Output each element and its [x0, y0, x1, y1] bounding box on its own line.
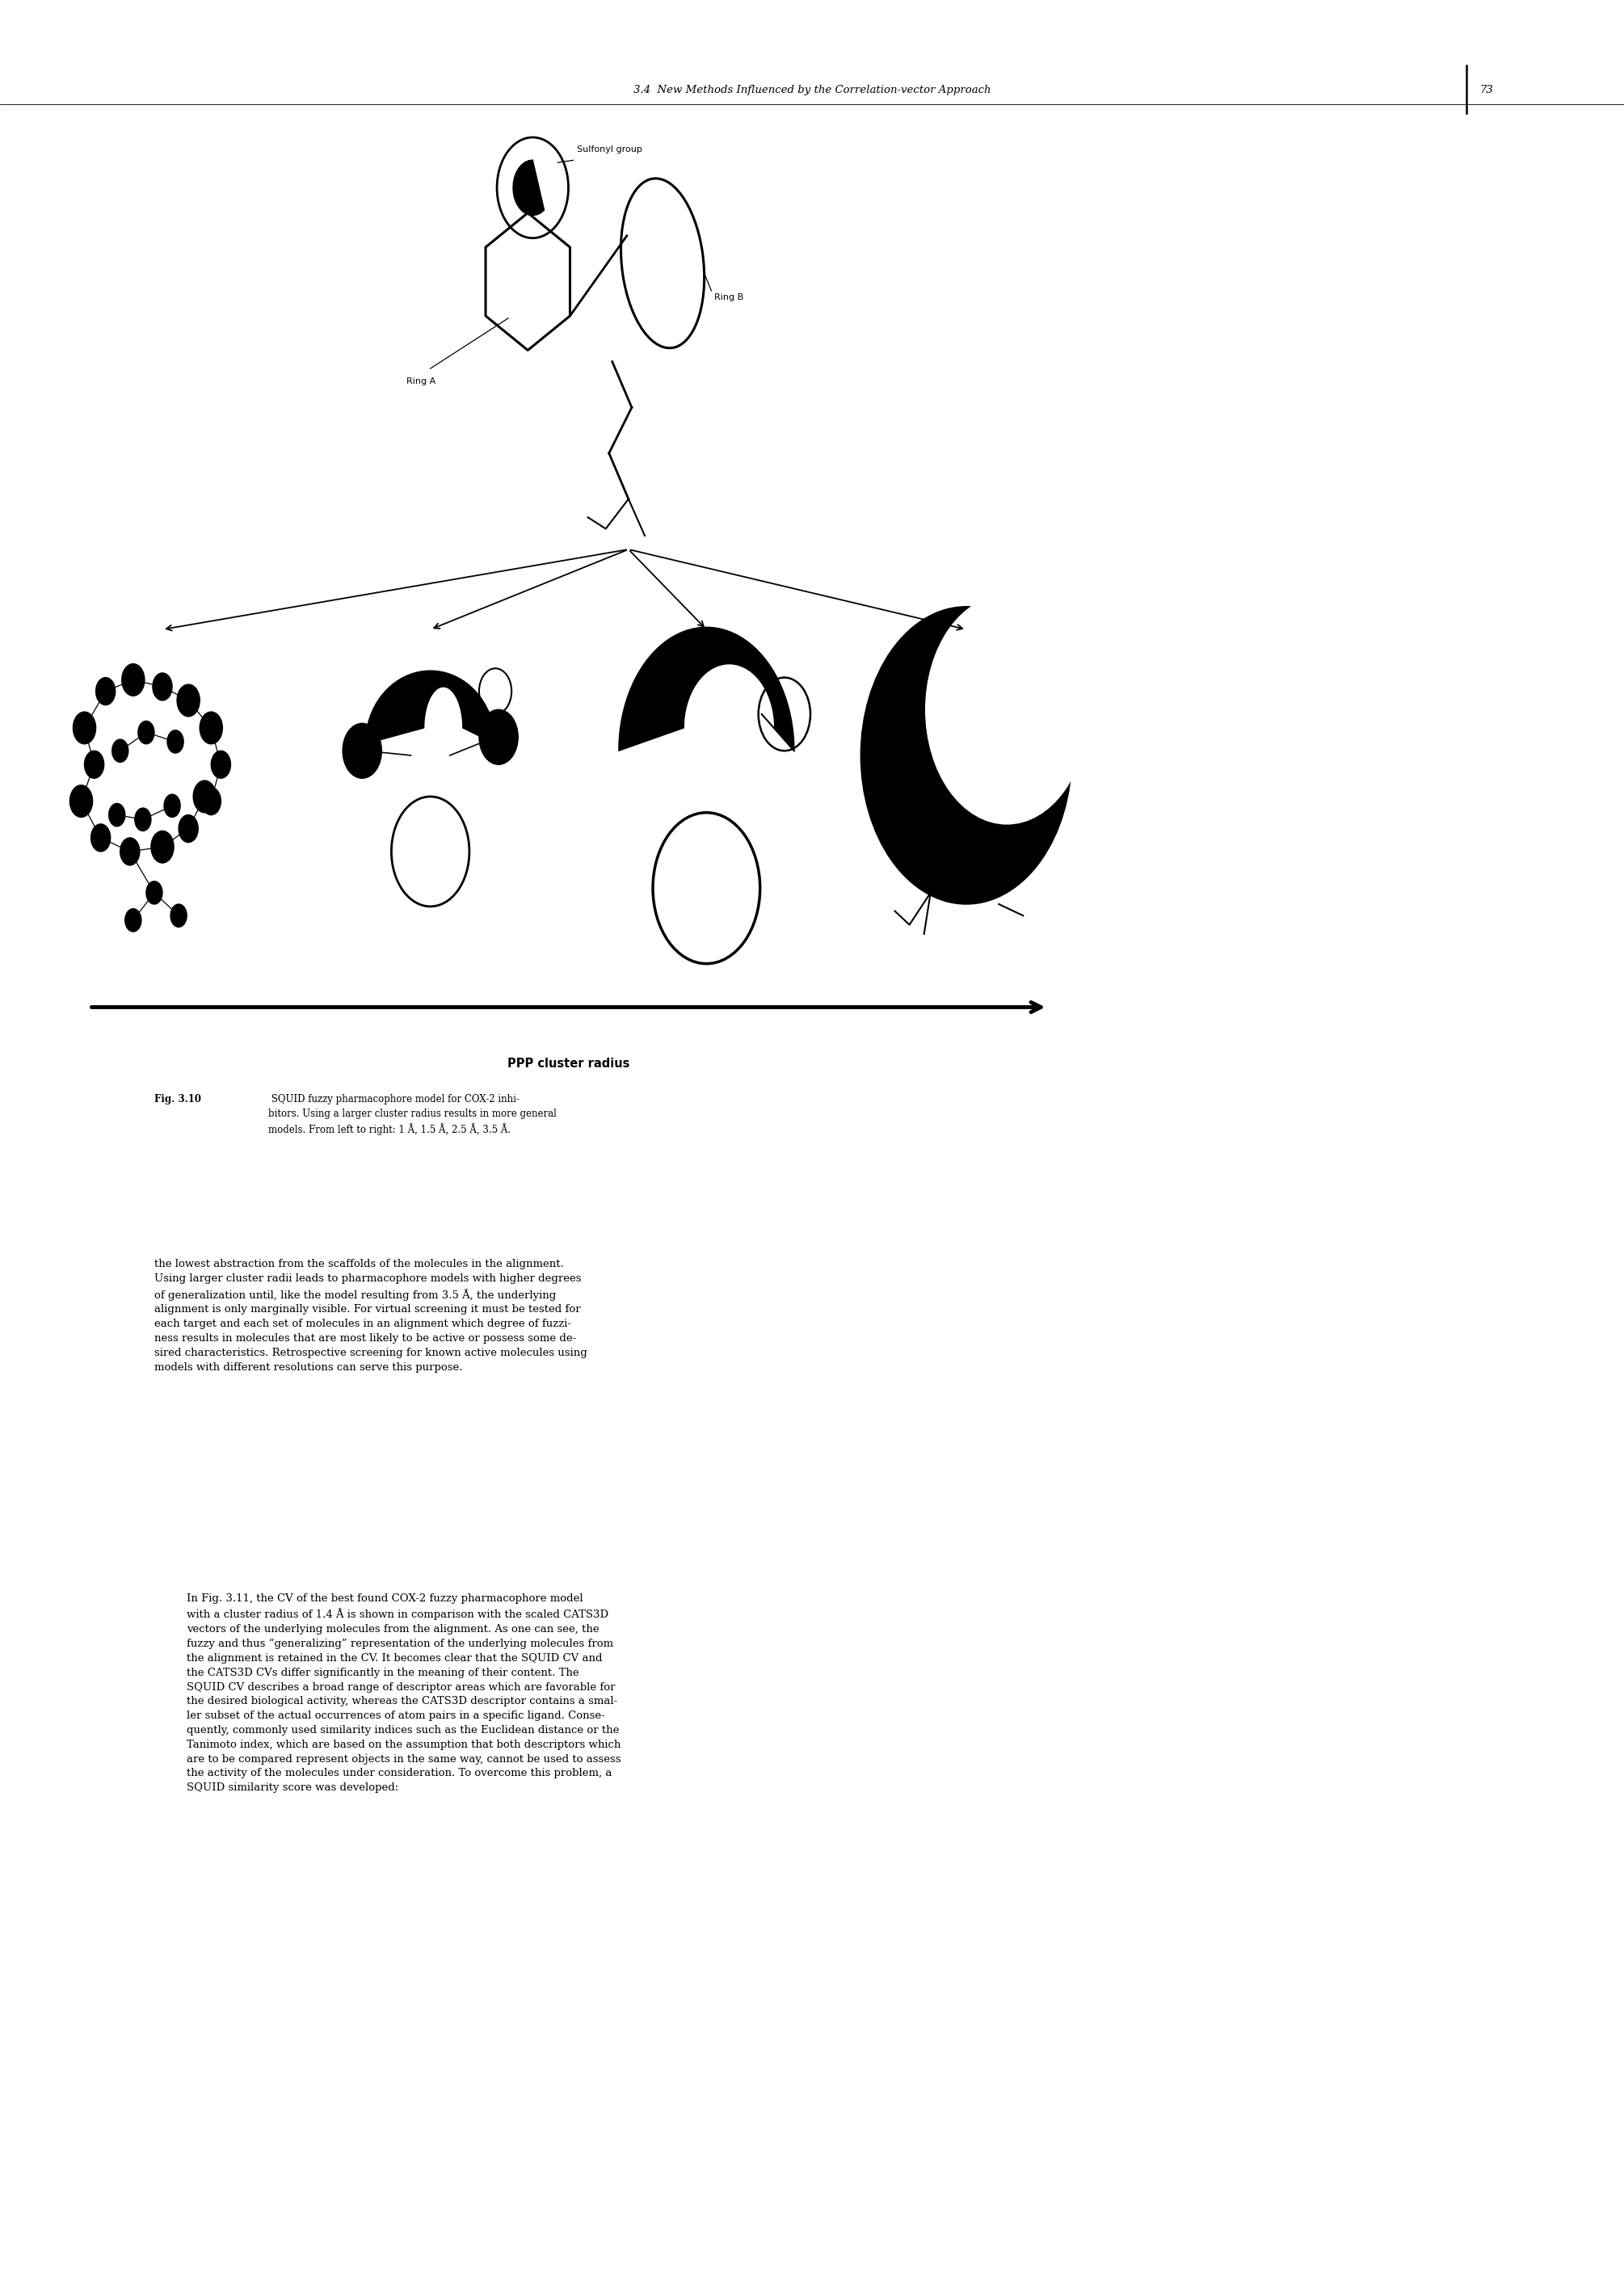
Circle shape	[171, 904, 187, 927]
Text: SQUID fuzzy pharmacophore model for COX-2 inhi-
bitors. Using a larger cluster r: SQUID fuzzy pharmacophore model for COX-…	[268, 1094, 557, 1135]
Text: 3.4  New Methods Influenced by the Correlation-vector Approach: 3.4 New Methods Influenced by the Correl…	[633, 85, 991, 94]
Text: the lowest abstraction from the scaffolds of the molecules in the alignment.
Usi: the lowest abstraction from the scaffold…	[154, 1259, 588, 1373]
Circle shape	[167, 730, 184, 753]
Circle shape	[153, 673, 172, 700]
Circle shape	[125, 909, 141, 932]
Circle shape	[479, 710, 518, 765]
Circle shape	[201, 787, 221, 815]
Circle shape	[70, 785, 93, 817]
Polygon shape	[619, 627, 794, 751]
Circle shape	[926, 595, 1088, 824]
Circle shape	[200, 712, 222, 744]
Circle shape	[211, 751, 231, 778]
Circle shape	[122, 664, 145, 696]
Circle shape	[109, 803, 125, 826]
Text: Ring A: Ring A	[406, 378, 435, 387]
Circle shape	[112, 739, 128, 762]
Text: Ring B: Ring B	[715, 293, 744, 302]
Circle shape	[84, 751, 104, 778]
Text: Fig. 3.10: Fig. 3.10	[154, 1094, 201, 1106]
Text: 73: 73	[1479, 85, 1492, 94]
Circle shape	[151, 831, 174, 863]
Circle shape	[135, 808, 151, 831]
Circle shape	[343, 723, 382, 778]
Circle shape	[73, 712, 96, 744]
Circle shape	[120, 838, 140, 865]
Circle shape	[177, 684, 200, 716]
Text: PPP cluster radius: PPP cluster radius	[507, 1058, 630, 1069]
Circle shape	[91, 824, 110, 852]
Circle shape	[861, 607, 1072, 904]
Circle shape	[900, 810, 952, 884]
Circle shape	[179, 815, 198, 842]
Text: In Fig. 3.11, the CV of the best found COX-2 fuzzy pharmacophore model
with a cl: In Fig. 3.11, the CV of the best found C…	[187, 1593, 620, 1792]
Circle shape	[96, 678, 115, 705]
Polygon shape	[365, 671, 495, 744]
Circle shape	[164, 794, 180, 817]
Polygon shape	[513, 160, 544, 215]
Circle shape	[146, 881, 162, 904]
Circle shape	[193, 781, 216, 813]
Text: Sulfonyl group: Sulfonyl group	[577, 144, 641, 153]
Circle shape	[138, 721, 154, 744]
